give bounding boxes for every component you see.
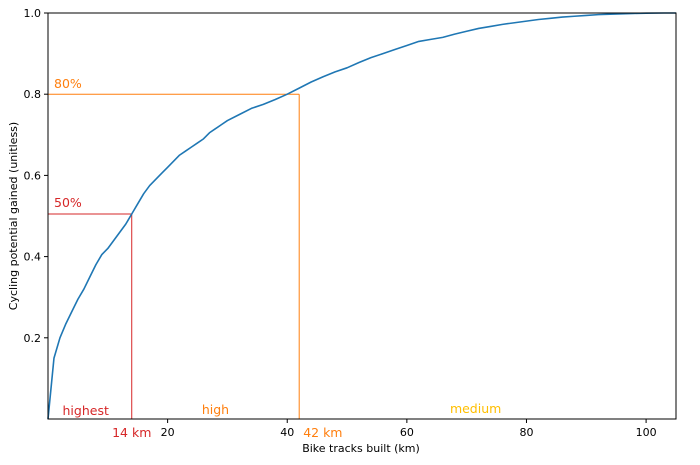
chart-marks: 20 40 60 80 100 0.2 0.4 0.6 0.8 1.0 bbox=[24, 7, 677, 439]
x-tick-label-80: 80 bbox=[519, 426, 533, 439]
x-marker-42-km-label: 42 km bbox=[303, 425, 342, 440]
x-axis-label: Bike tracks built (km) bbox=[302, 442, 420, 455]
percent-80-label: 80% bbox=[54, 76, 82, 91]
plot-frame bbox=[47, 12, 677, 420]
region-highest-label: highest bbox=[63, 403, 109, 418]
y-tick-label-0.2: 0.2 bbox=[24, 332, 42, 345]
y-tick-label-1: 1.0 bbox=[24, 7, 42, 20]
percent-50-label: 50% bbox=[54, 195, 82, 210]
x-marker-14-km-label: 14 km bbox=[112, 425, 151, 440]
y-tick-label-0.6: 0.6 bbox=[24, 169, 42, 182]
x-tick-label-40: 40 bbox=[280, 426, 294, 439]
region-high-label: high bbox=[202, 402, 229, 417]
y-tick-label-0.8: 0.8 bbox=[24, 88, 42, 101]
series-line-0 bbox=[47, 12, 676, 420]
y-tick-label-0.4: 0.4 bbox=[24, 251, 42, 264]
x-tick-label-100: 100 bbox=[636, 426, 657, 439]
region-medium-label: medium bbox=[450, 401, 501, 416]
y-axis-label: Cycling potential gained (unitless) bbox=[7, 122, 20, 310]
x-tick-label-20: 20 bbox=[161, 426, 175, 439]
x-tick-label-60: 60 bbox=[400, 426, 414, 439]
